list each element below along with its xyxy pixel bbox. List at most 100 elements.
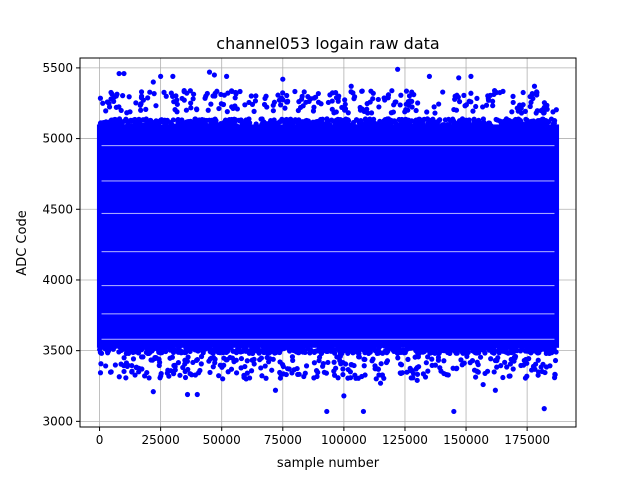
data-point [210, 355, 217, 361]
data-point [118, 347, 124, 354]
data-point [172, 347, 178, 354]
data-point [172, 107, 178, 113]
outlier-point [280, 76, 286, 82]
data-point [232, 95, 238, 101]
data-point [510, 93, 516, 99]
data-point [183, 349, 189, 356]
data-point [315, 90, 321, 97]
data-point [491, 87, 498, 94]
x-tick-label: 100000 [321, 433, 367, 447]
data-point [454, 348, 460, 354]
data-point [424, 109, 430, 115]
data-point [370, 356, 376, 362]
data-point [519, 345, 525, 351]
outlier-point [531, 83, 538, 89]
outlier-point [158, 73, 164, 79]
data-point [511, 342, 518, 349]
data-point [210, 364, 216, 370]
data-point [129, 369, 135, 375]
data-point [285, 120, 291, 127]
data-point [373, 376, 379, 382]
data-point [461, 92, 467, 98]
data-point [251, 108, 257, 114]
data-point [142, 373, 148, 379]
data-point [348, 89, 354, 95]
data-point [301, 89, 307, 95]
data-point [209, 117, 215, 123]
data-point [422, 374, 429, 380]
data-point [331, 110, 337, 116]
data-point [100, 100, 106, 106]
data-point [100, 344, 106, 350]
data-point [207, 369, 213, 376]
data-point [401, 350, 407, 356]
data-point [473, 103, 479, 110]
data-point [340, 119, 346, 125]
data-point [343, 123, 349, 130]
data-point [310, 108, 317, 114]
data-point [130, 349, 136, 355]
data-point [516, 117, 522, 124]
data-point [103, 108, 109, 114]
data-point [299, 119, 306, 125]
level-gap [101, 145, 555, 147]
data-point [294, 119, 301, 126]
data-point [459, 345, 465, 352]
data-point [543, 106, 549, 112]
data-point [253, 93, 259, 99]
data-point [406, 93, 413, 99]
data-point [399, 370, 406, 376]
outlier-point [116, 70, 122, 77]
data-point [510, 366, 516, 372]
data-point [265, 122, 271, 128]
data-point [489, 349, 495, 355]
data-point [106, 100, 112, 107]
y-tick-label: 4000 [42, 273, 73, 287]
data-point [459, 362, 465, 368]
data-point [161, 89, 167, 95]
data-point [314, 373, 320, 380]
data-point [368, 88, 374, 94]
data-point [445, 122, 452, 128]
data-point [339, 104, 345, 111]
data-point [508, 356, 514, 363]
data-point [490, 103, 496, 109]
data-point [378, 361, 384, 367]
data-point [147, 89, 153, 95]
data-point [182, 342, 188, 349]
data-point [98, 350, 104, 356]
data-point [248, 368, 255, 374]
data-point [410, 370, 417, 377]
data-point [261, 101, 268, 108]
data-point [207, 346, 213, 352]
data-point [300, 349, 306, 355]
data-point [97, 95, 104, 101]
data-point [431, 122, 438, 128]
data-point [196, 117, 202, 123]
data-point [261, 119, 267, 125]
data-point [262, 363, 268, 369]
data-point [445, 349, 451, 356]
data-point [138, 89, 145, 95]
data-point [385, 345, 391, 351]
data-point [295, 371, 301, 378]
data-point [310, 121, 317, 127]
data-point [97, 370, 104, 376]
data-point [385, 123, 391, 129]
data-point [384, 350, 390, 356]
data-point [543, 121, 550, 127]
data-point [182, 374, 189, 381]
data-point [466, 345, 472, 351]
data-point [333, 365, 339, 371]
data-point [148, 346, 154, 352]
data-point [171, 99, 177, 105]
data-point [179, 95, 185, 102]
data-point [370, 96, 376, 102]
data-point [421, 116, 427, 122]
data-point [470, 108, 476, 114]
data-point [130, 356, 137, 362]
data-point [534, 343, 540, 349]
data-point [351, 344, 357, 350]
data-point [336, 93, 342, 99]
data-point [353, 375, 359, 381]
